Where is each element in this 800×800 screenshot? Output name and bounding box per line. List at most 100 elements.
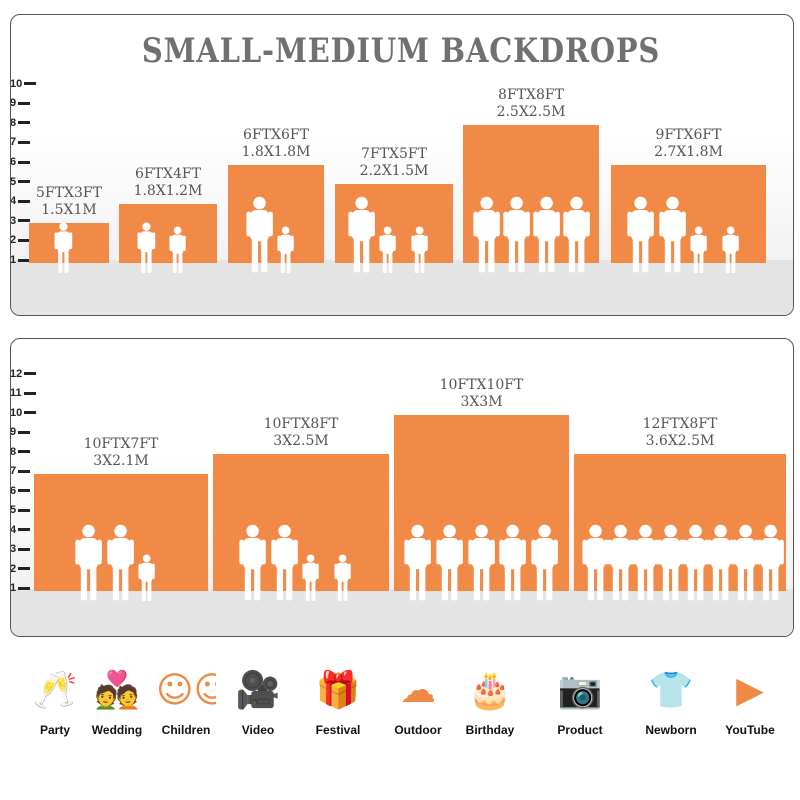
- size-label: 7FTX5FT 2.2X1.5M: [335, 146, 453, 180]
- tick-mark: [18, 547, 31, 551]
- tick-label: 2: [10, 234, 17, 247]
- child-silhouette: [138, 554, 155, 602]
- tick-mark: [23, 391, 36, 395]
- axis-tick-2: 2: [10, 234, 31, 247]
- axis-tick-10: 10: [11, 78, 37, 90]
- backdrop-bar-6ftx4ft: [119, 203, 217, 263]
- use-label: Newborn: [645, 723, 697, 737]
- size-feet: 8FTX8FT: [498, 87, 564, 104]
- use-wedding: 💑 Wedding: [87, 665, 147, 737]
- tick-mark: [18, 101, 31, 105]
- adult-silhouette: [531, 524, 559, 601]
- axis-tick-5: 5: [11, 176, 31, 188]
- axis-tick-9: 9: [10, 97, 31, 110]
- adult-silhouette: [246, 196, 273, 273]
- tick-label: 7: [10, 465, 17, 477]
- size-label: 12FTX8FT 3.6X2.5M: [574, 416, 786, 450]
- usage-icons-row: 🥂 Party 💑 Wedding ☺☺ Children 🎥 Video 🎁 Festival ☁…: [0, 665, 800, 755]
- adult-silhouette: [467, 524, 495, 601]
- child-silhouette: [689, 226, 707, 274]
- backdrop-bar-10ftx8ft: [213, 454, 389, 591]
- use-product: 📷 Product: [550, 665, 610, 737]
- children-faces-icon: ☺☺: [156, 670, 216, 711]
- use-birthday: 🎂 Birthday: [460, 665, 520, 737]
- size-feet: 9FTX6FT: [655, 126, 722, 143]
- size-feet: 5FTX3FT: [36, 185, 102, 202]
- tick-label: 4: [10, 195, 17, 208]
- size-meters: 3X3M: [460, 394, 503, 411]
- axis-tick-1: 1: [11, 254, 31, 266]
- axis-tick-6: 6: [10, 484, 31, 497]
- tick-label: 12: [10, 367, 23, 380]
- use-children: ☺☺ Children: [156, 665, 216, 737]
- child-silhouette: [411, 226, 428, 274]
- size-label: 10FTX10FT 3X3M: [394, 377, 569, 411]
- tick-mark: [18, 258, 31, 262]
- adult-silhouette: [107, 524, 134, 601]
- adult-silhouette: [632, 524, 659, 601]
- size-feet: 10FTX8FT: [263, 416, 339, 433]
- floor: [11, 589, 793, 636]
- tick-mark: [18, 121, 31, 125]
- tick-mark: [18, 238, 31, 242]
- page-title: SMALL-MEDIUM BACKDROPS: [141, 31, 661, 71]
- tick-mark: [18, 180, 31, 184]
- axis-tick-7: 7: [10, 136, 31, 149]
- adult-silhouette: [239, 524, 266, 601]
- axis-tick-1: 1: [10, 582, 31, 594]
- tick-mark: [18, 489, 31, 493]
- adult-silhouette: [503, 196, 530, 273]
- adult-silhouette: [54, 222, 73, 273]
- birthday-cake-icon: 🎂: [467, 670, 513, 711]
- use-label: Product: [557, 723, 603, 737]
- size-meters: 3X2.5M: [273, 433, 329, 450]
- adult-silhouette: [271, 524, 298, 601]
- axis-tick-6: 6: [11, 156, 31, 168]
- tick-mark: [24, 411, 37, 415]
- axis-tick-5: 5: [11, 504, 31, 516]
- use-festival: 🎁 Festival: [308, 665, 368, 737]
- adult-silhouette: [348, 196, 375, 273]
- tick-label: 11: [10, 387, 22, 399]
- tick-mark: [18, 567, 31, 571]
- gift-box-icon: 🎁: [315, 670, 361, 711]
- tick-label: 4: [10, 523, 17, 536]
- axis-tick-3: 3: [11, 543, 31, 555]
- adult-silhouette: [626, 196, 654, 273]
- tick-label: 6: [10, 484, 17, 497]
- use-label: Party: [39, 723, 71, 737]
- adult-silhouette: [137, 222, 156, 273]
- tick-mark: [18, 586, 31, 590]
- size-feet: 6FTX6FT: [243, 126, 309, 143]
- tick-mark: [18, 528, 31, 532]
- adult-silhouette: [75, 524, 102, 601]
- tick-mark: [18, 140, 31, 144]
- axis-tick-11: 11: [10, 387, 36, 399]
- tick-label: 8: [10, 445, 17, 458]
- child-silhouette: [302, 554, 319, 602]
- use-label: Wedding: [91, 723, 143, 737]
- axis-tick-12: 12: [10, 367, 37, 380]
- axis-tick-4: 4: [10, 195, 31, 208]
- size-feet: 7FTX5FT: [361, 146, 427, 163]
- child-silhouette: [277, 226, 294, 274]
- axis-tick-10: 10: [11, 407, 37, 419]
- size-meters: 2.7X1.8M: [654, 143, 723, 160]
- tick-label: 1: [10, 582, 17, 594]
- small-medium-panel: SMALL-MEDIUM BACKDROPS 1 2 3 4 5 6 7 8 9 10 5FTX3F…: [10, 14, 794, 316]
- size-meters: 1.8X1.2M: [133, 182, 203, 199]
- toast-glasses-icon: 🥂: [32, 670, 78, 711]
- adult-silhouette: [533, 196, 560, 273]
- tick-label: 8: [10, 116, 17, 129]
- use-label: Festival: [315, 723, 361, 737]
- use-label: Video: [241, 723, 275, 737]
- adult-silhouette: [707, 524, 734, 601]
- size-meters: 3.6X2.5M: [645, 433, 715, 450]
- tick-label: 9: [10, 97, 17, 110]
- adult-silhouette: [472, 196, 500, 273]
- tick-mark: [18, 469, 31, 473]
- tick-label: 7: [10, 136, 17, 149]
- use-party: 🥂 Party: [25, 665, 85, 737]
- wedding-couple-icon: 💑: [94, 670, 140, 711]
- size-label: 9FTX6FT 2.7X1.8M: [611, 127, 766, 161]
